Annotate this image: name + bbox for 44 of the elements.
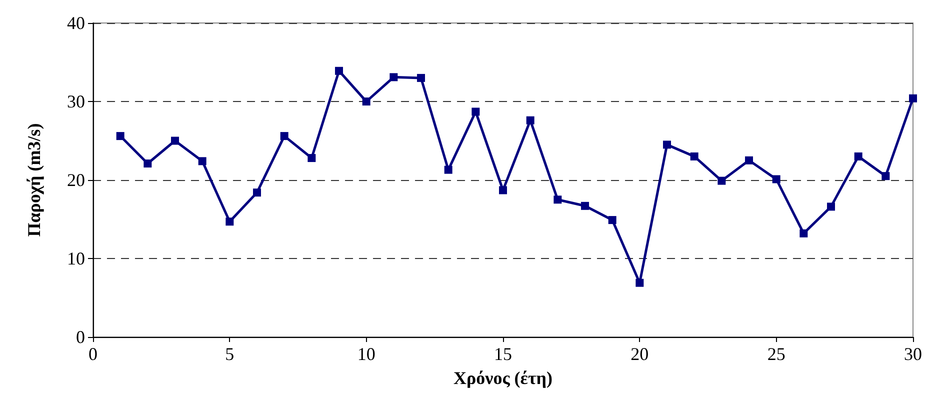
x-tick-label: 15 — [494, 344, 512, 364]
point — [526, 116, 534, 124]
point — [608, 216, 616, 224]
point — [718, 176, 726, 185]
point — [171, 136, 179, 145]
point — [800, 229, 808, 238]
point — [882, 172, 890, 180]
point — [663, 140, 671, 149]
point — [116, 132, 124, 140]
x-axis-title: Χρόνος (έτη) — [454, 368, 552, 388]
point — [335, 66, 343, 75]
x-tick-label: 30 — [904, 344, 922, 364]
x-tick-label: 20 — [630, 344, 649, 364]
point — [390, 73, 398, 82]
x-tick-label: 10 — [357, 344, 376, 364]
point — [636, 278, 644, 287]
y-tick-label: 20 — [67, 170, 85, 190]
y-tick-label: 40 — [67, 13, 85, 33]
point — [280, 132, 288, 140]
y-tick-label: 30 — [67, 92, 85, 112]
point — [144, 160, 152, 168]
y-tick-label: 10 — [67, 248, 85, 268]
point — [444, 166, 452, 174]
x-tick-label: 0 — [88, 344, 98, 364]
point — [909, 94, 917, 102]
point — [253, 188, 261, 197]
point — [772, 175, 780, 184]
point — [854, 152, 862, 160]
point — [417, 74, 425, 82]
point — [362, 98, 370, 106]
point — [472, 108, 480, 116]
point — [554, 196, 562, 204]
point — [226, 218, 234, 226]
y-tick-label: 0 — [76, 327, 85, 347]
point — [690, 152, 698, 160]
y-axis-title: Παροχή (m3/s) — [24, 123, 44, 237]
x-tick-label: 5 — [225, 344, 234, 364]
point — [499, 186, 507, 194]
point — [827, 202, 835, 211]
point — [308, 154, 316, 162]
point — [581, 202, 589, 210]
x-tick-label: 25 — [767, 344, 786, 364]
point — [198, 157, 206, 166]
point — [745, 156, 753, 164]
